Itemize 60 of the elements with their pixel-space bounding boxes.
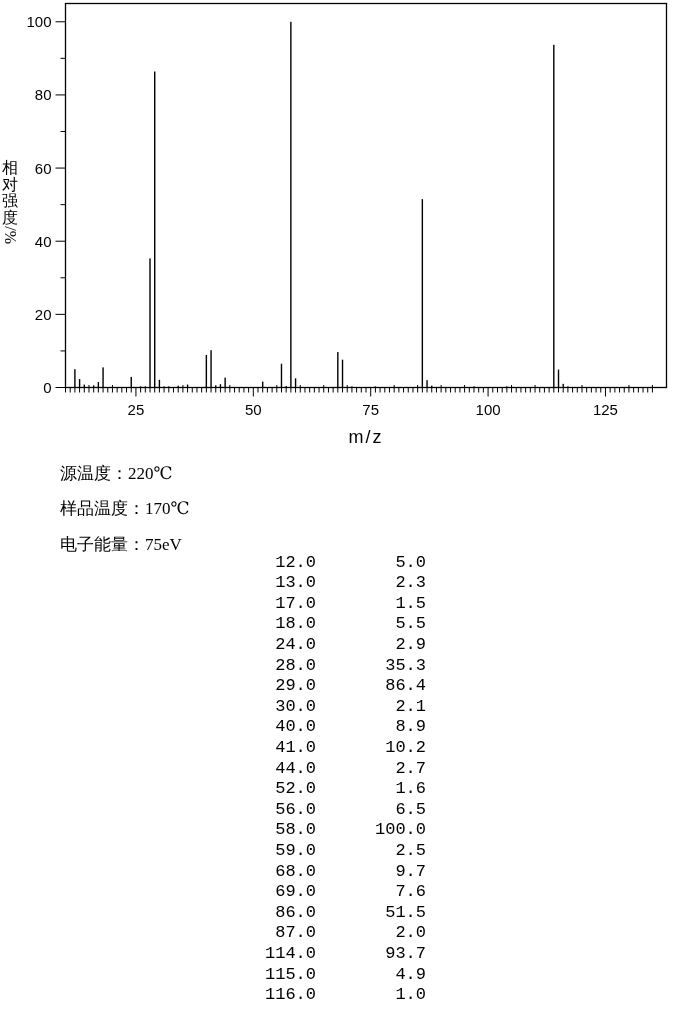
x-axis-title: m/z bbox=[348, 426, 384, 447]
y-tick-label: 40 bbox=[34, 232, 52, 250]
x-tick-label: 125 bbox=[592, 401, 618, 418]
table-cell: 59.0 bbox=[275, 840, 316, 860]
table-cell: 18.0 bbox=[275, 614, 316, 634]
table-cell: 10.2 bbox=[385, 737, 426, 757]
y-tick-label: 0 bbox=[43, 379, 52, 396]
y-tick-label: 100 bbox=[26, 13, 52, 31]
table-cell: 7.6 bbox=[395, 882, 426, 902]
table-cell: 56.0 bbox=[275, 799, 316, 819]
table-cell: 58.0 bbox=[275, 820, 316, 840]
table-cell: 2.5 bbox=[395, 840, 426, 860]
table-cell: 1.6 bbox=[395, 779, 426, 799]
note: 源温度：220℃ bbox=[60, 463, 173, 483]
table-cell: 5.5 bbox=[395, 614, 426, 634]
table-cell: 2.7 bbox=[395, 758, 426, 778]
table-cell: 1.5 bbox=[395, 593, 426, 613]
table-cell: 41.0 bbox=[275, 737, 316, 757]
table-cell: 29.0 bbox=[275, 676, 316, 696]
x-tick-label: 25 bbox=[127, 401, 145, 418]
table-cell: 51.5 bbox=[385, 902, 426, 922]
table-cell: 86.0 bbox=[275, 902, 316, 922]
table-cell: 86.4 bbox=[385, 676, 426, 696]
y-tick-label: 20 bbox=[34, 305, 52, 323]
note: 样品温度：170℃ bbox=[60, 499, 190, 518]
y-tick-label: 80 bbox=[34, 86, 52, 104]
table-cell: 35.3 bbox=[385, 655, 426, 675]
table-cell: 69.0 bbox=[275, 882, 316, 902]
table-cell: 2.0 bbox=[395, 923, 426, 943]
table-cell: 52.0 bbox=[275, 779, 316, 799]
table-cell: 40.0 bbox=[275, 717, 316, 737]
table-cell: 100.0 bbox=[375, 820, 426, 840]
table-cell: 93.7 bbox=[385, 943, 426, 963]
table-cell: 28.0 bbox=[275, 655, 316, 675]
y-axis-title: 相对强度/% bbox=[1, 158, 19, 244]
table-cell: 2.9 bbox=[395, 634, 426, 654]
table-cell: 6.5 bbox=[395, 799, 426, 819]
table-cell: 44.0 bbox=[275, 758, 316, 778]
table-cell: 115.0 bbox=[265, 964, 316, 984]
table-cell: 24.0 bbox=[275, 634, 316, 654]
table-cell: 30.0 bbox=[275, 696, 316, 716]
x-tick-label: 50 bbox=[244, 401, 262, 418]
table-cell: 8.9 bbox=[395, 717, 426, 737]
y-tick-label: 60 bbox=[34, 159, 52, 177]
table-cell: 17.0 bbox=[275, 593, 316, 613]
x-tick-label: 75 bbox=[362, 401, 380, 418]
table-cell: 12.0 bbox=[275, 552, 316, 572]
note: 电子能量：75eV bbox=[60, 534, 182, 554]
x-tick-label: 100 bbox=[475, 401, 501, 418]
table-cell: 13.0 bbox=[275, 573, 316, 593]
table-cell: 116.0 bbox=[265, 985, 316, 1005]
table-cell: 114.0 bbox=[265, 943, 316, 963]
table-cell: 1.0 bbox=[395, 985, 426, 1005]
table-cell: 4.9 bbox=[395, 964, 426, 984]
table-cell: 68.0 bbox=[275, 861, 316, 881]
table-cell: 5.0 bbox=[395, 552, 426, 572]
table-cell: 9.7 bbox=[395, 861, 426, 881]
table-cell: 87.0 bbox=[275, 923, 316, 943]
table-cell: 2.3 bbox=[395, 573, 426, 593]
table-cell: 2.1 bbox=[395, 696, 426, 716]
